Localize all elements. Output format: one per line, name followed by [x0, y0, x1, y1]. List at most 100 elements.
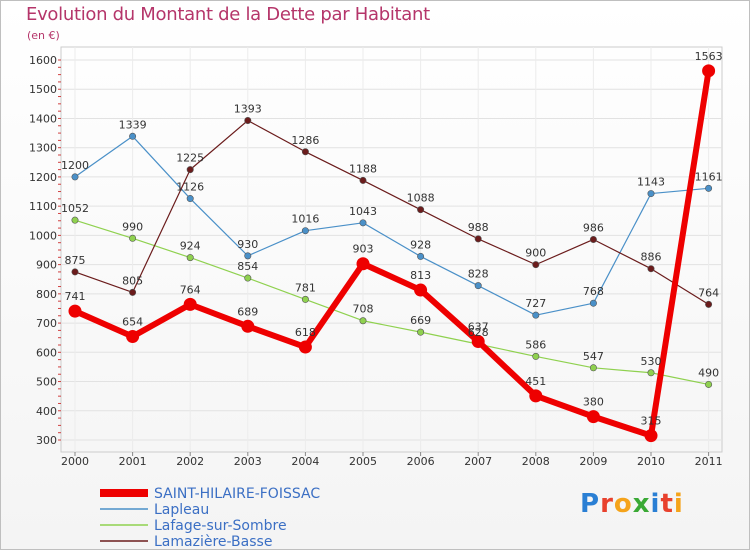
data-point: [186, 254, 194, 262]
data-label: 628: [468, 326, 489, 339]
data-point: [417, 252, 425, 260]
data-label: 768: [583, 285, 604, 298]
data-label: 988: [468, 221, 489, 234]
data-point: [705, 184, 713, 192]
data-point: [126, 330, 140, 344]
data-point: [702, 64, 716, 78]
data-point: [417, 328, 425, 336]
data-point: [359, 317, 367, 325]
data-label: 380: [583, 396, 604, 409]
legend-label: Lapleau: [154, 502, 209, 518]
chart-title: Evolution du Montant de la Dette par Hab…: [26, 4, 430, 25]
chart-unit-label: (en €): [27, 29, 60, 42]
data-point: [647, 190, 655, 198]
data-point: [241, 319, 255, 333]
data-label: 928: [410, 238, 431, 251]
data-label: 1016: [291, 213, 319, 226]
y-tick-label: 1100: [29, 200, 57, 213]
x-tick-label: 2009: [579, 455, 607, 468]
logo-letter: o: [613, 489, 633, 519]
data-label: 1088: [407, 192, 435, 205]
data-point: [186, 166, 194, 174]
series-lines: [68, 64, 716, 443]
data-label: 1188: [349, 162, 377, 175]
data-point: [71, 268, 79, 276]
legend: SAINT-HILAIRE-FOISSACLapleauLafage-sur-S…: [100, 486, 320, 550]
data-point: [298, 340, 312, 354]
x-tick-label: 2005: [349, 455, 377, 468]
y-tick-label: 1000: [29, 229, 57, 242]
data-point: [529, 389, 543, 403]
data-point: [532, 352, 540, 360]
data-label: 1161: [695, 170, 723, 183]
x-tick-label: 2008: [522, 455, 550, 468]
data-point: [244, 252, 252, 260]
y-tick-label: 1300: [29, 142, 57, 155]
data-label: 930: [237, 238, 258, 251]
data-label: 741: [65, 290, 86, 303]
y-axis: 300 400 500 600 700 800 900 1000 1100 1200 1300 140…: [29, 54, 61, 447]
data-point: [647, 369, 655, 377]
y-tick-label: 700: [36, 317, 57, 330]
data-point: [532, 261, 540, 269]
data-point: [244, 274, 252, 282]
data-point: [417, 206, 425, 214]
logo-letter: x: [632, 489, 651, 519]
data-point: [589, 235, 597, 243]
y-tick-label: 500: [36, 376, 57, 389]
data-label: 586: [525, 338, 546, 351]
data-label: 900: [525, 247, 546, 260]
data-label: 689: [237, 305, 258, 318]
logo-letter: P: [580, 489, 601, 519]
data-label: 854: [237, 260, 258, 273]
data-point: [532, 311, 540, 319]
x-tick-label: 2001: [119, 455, 147, 468]
data-label: 1126: [176, 181, 204, 194]
data-labels: 741 654 764 689 618 903 813 637 451 380 315 1563 120…: [61, 50, 723, 428]
data-point: [647, 265, 655, 273]
data-point: [129, 132, 137, 140]
data-point: [644, 429, 658, 443]
x-axis: 2000 2001 2002 2003 2004 2005 2006 2007 2008 2009…: [61, 452, 723, 468]
data-label: 618: [295, 326, 316, 339]
x-tick-label: 2011: [695, 455, 723, 468]
data-label: 1563: [695, 50, 723, 63]
y-tick-label: 900: [36, 259, 57, 272]
data-label: 669: [410, 314, 431, 327]
legend-label: Lafage-sur-Sombre: [154, 518, 287, 534]
data-label: 1393: [234, 103, 262, 116]
data-point: [359, 219, 367, 227]
x-tick-label: 2000: [61, 455, 89, 468]
data-point: [244, 117, 252, 125]
series-line: [74, 119, 710, 305]
data-point: [474, 282, 482, 290]
data-label: 490: [698, 366, 719, 379]
series-line: [72, 67, 712, 439]
data-point: [589, 299, 597, 307]
data-label: 1225: [176, 152, 204, 165]
x-tick-label: 2006: [407, 455, 435, 468]
x-tick-label: 2010: [637, 455, 665, 468]
data-label: 875: [65, 254, 86, 267]
y-tick-label: 1400: [29, 112, 57, 125]
data-label: 986: [583, 221, 604, 234]
data-label: 1143: [637, 176, 665, 189]
data-label: 828: [468, 268, 489, 281]
x-tick-label: 2004: [291, 455, 319, 468]
logo-letter: t: [660, 489, 674, 519]
logo-letter: i: [673, 489, 684, 519]
data-point: [301, 227, 309, 235]
data-label: 1052: [61, 202, 89, 215]
data-label: 764: [698, 286, 719, 299]
data-point: [183, 297, 197, 311]
y-tick-label: 1600: [29, 54, 57, 67]
series-line: [74, 135, 710, 316]
data-label: 1339: [119, 118, 147, 131]
grid: [60, 46, 723, 453]
data-label: 1286: [291, 134, 319, 147]
data-label: 547: [583, 350, 604, 363]
data-point: [586, 410, 600, 424]
data-label: 886: [641, 251, 662, 264]
data-label: 727: [525, 297, 546, 310]
